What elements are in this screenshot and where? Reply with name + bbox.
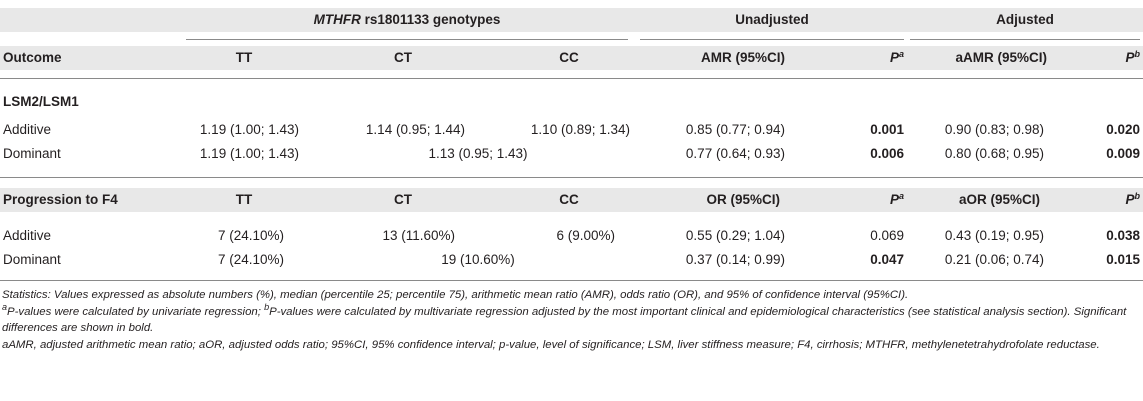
cell-p: 0.001: [870, 122, 904, 137]
col-ct: CT: [394, 192, 412, 207]
cell-amr: 0.77 (0.64; 0.93): [685, 146, 785, 161]
cell-p: 0.047: [870, 252, 904, 267]
table-row: Dominant 1.19 (1.00; 1.43) 1.13 (0.95; 1…: [0, 142, 1143, 166]
col-outcome: Outcome: [3, 50, 62, 65]
cell-ct-cc: 1.13 (0.95; 1.43): [428, 146, 528, 161]
col-tt: TT: [235, 192, 253, 207]
footnote-statistics: Statistics: Values expressed as absolute…: [2, 289, 909, 301]
cell-ap: 0.009: [1106, 146, 1140, 161]
col-aor: aOR (95%CI): [958, 192, 1040, 207]
section-header-row: Progression to F4 TT CT CC OR (95%CI) Pa…: [0, 188, 1143, 212]
cell-tt: 7 (24.10%): [217, 228, 284, 243]
cell-ap: 0.020: [1106, 122, 1140, 137]
table-row: Additive 1.19 (1.00; 1.43) 1.14 (0.95; 1…: [0, 118, 1143, 142]
genotypes-underline: [186, 39, 628, 40]
cell-aamr: 0.90 (0.83; 0.98): [944, 122, 1044, 137]
col-amr: AMR (95%CI): [700, 50, 785, 65]
cell-ct: 13 (11.60%): [382, 228, 455, 243]
col-p-b: Pb: [1125, 191, 1140, 208]
cell-or: 0.55 (0.29; 1.04): [685, 228, 785, 243]
cell-p: 0.006: [870, 146, 904, 161]
col-p-a: Pa: [889, 191, 904, 208]
table-row: Additive 7 (24.10%) 13 (11.60%) 6 (9.00%…: [0, 224, 1143, 248]
row-label: Dominant: [3, 252, 61, 267]
section-title-lsm: LSM2/LSM1: [3, 94, 79, 109]
cell-aamr: 0.80 (0.68; 0.95): [944, 146, 1044, 161]
cell-ap: 0.015: [1106, 252, 1140, 267]
col-cc: CC: [559, 192, 579, 207]
section-title-progression: Progression to F4: [3, 192, 118, 207]
cell-ct-cc: 19 (10.60%): [441, 252, 515, 267]
footnote-abbreviations: aAMR, adjusted arithmetic mean ratio; aO…: [2, 338, 1100, 351]
group-adjusted: Adjusted: [996, 12, 1054, 27]
cell-cc: 6 (9.00%): [556, 228, 615, 243]
group-unadjusted: Unadjusted: [735, 12, 809, 27]
unadjusted-underline: [640, 39, 904, 40]
cell-tt: 1.19 (1.00; 1.43): [199, 146, 299, 161]
header-row-columns: Outcome TT CT CC AMR (95%CI) Pa aAMR (95…: [0, 46, 1143, 70]
cell-tt: 1.19 (1.00; 1.43): [199, 122, 299, 137]
cell-or: 0.37 (0.14; 0.99): [685, 252, 785, 267]
cell-aor: 0.21 (0.06; 0.74): [944, 252, 1044, 267]
table-footnotes: Statistics: Values expressed as absolute…: [2, 287, 1140, 353]
cell-amr: 0.85 (0.77; 0.94): [685, 122, 785, 137]
col-aamr: aAMR (95%CI): [955, 50, 1047, 65]
col-p-b: Pb: [1125, 49, 1140, 66]
header-row-groups: MTHFR rs1801133 genotypes Unadjusted Adj…: [0, 8, 1143, 32]
col-tt: TT: [235, 50, 253, 65]
footnote-p-values: aP-values were calculated by univariate …: [2, 301, 1127, 334]
group-genotypes: MTHFR rs1801133 genotypes: [313, 12, 501, 27]
cell-cc: 1.10 (0.89; 1.34): [530, 122, 630, 137]
adjusted-underline: [910, 39, 1140, 40]
section-title-row: LSM2/LSM1: [0, 90, 1143, 114]
table-bottom-rule: [0, 280, 1143, 281]
cell-ct: 1.14 (0.95; 1.44): [365, 122, 465, 137]
cell-tt: 7 (24.10%): [217, 252, 284, 267]
cell-p: 0.069: [870, 228, 904, 243]
row-label: Additive: [3, 228, 52, 243]
col-or: OR (95%CI): [706, 192, 780, 207]
col-cc: CC: [559, 50, 579, 65]
row-label: Additive: [3, 122, 52, 137]
table-row: Dominant 7 (24.10%) 19 (10.60%) 0.37 (0.…: [0, 248, 1143, 272]
section-rule: [0, 177, 1143, 178]
cell-ap: 0.038: [1106, 228, 1140, 243]
header-rule: [0, 78, 1143, 79]
row-label: Dominant: [3, 146, 61, 161]
col-p-a: Pa: [889, 49, 904, 66]
col-ct: CT: [394, 50, 412, 65]
cell-aor: 0.43 (0.19; 0.95): [944, 228, 1044, 243]
